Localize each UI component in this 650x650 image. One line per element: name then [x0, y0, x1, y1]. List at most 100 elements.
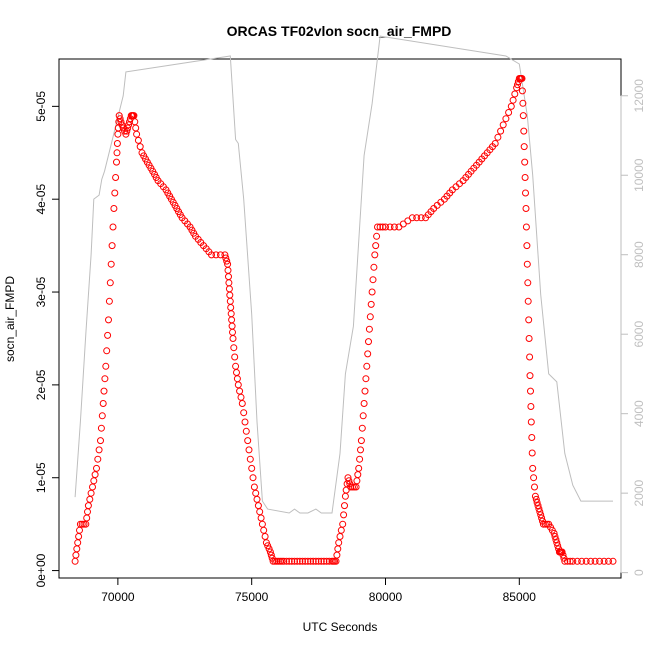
- data-point: [242, 427, 250, 435]
- data-point: [105, 316, 112, 324]
- data-point: [528, 434, 536, 441]
- data-point: [357, 446, 364, 454]
- data-point: [222, 254, 230, 262]
- data-point: [345, 477, 353, 485]
- y-axis-left: 0e+00 1e-05 2e-05 3e-05 4e-05 5e-05: [34, 91, 60, 587]
- data-point: [288, 557, 296, 565]
- data-point: [122, 130, 130, 138]
- data-point: [227, 310, 235, 318]
- data-point: [84, 502, 92, 510]
- data-point: [230, 344, 238, 352]
- data-point: [525, 335, 533, 342]
- data-point: [136, 143, 144, 151]
- data-point: [133, 130, 141, 138]
- data-point: [527, 418, 535, 426]
- data-point: [249, 474, 257, 482]
- data-point: [125, 121, 133, 129]
- y-tick-label: 2e-05: [34, 369, 48, 400]
- data-point: [379, 223, 387, 231]
- data-point: [75, 533, 83, 540]
- data-point: [134, 136, 142, 144]
- data-point: [296, 557, 304, 565]
- data-point: [525, 316, 533, 324]
- data-point: [91, 471, 99, 479]
- x-axis-label: UTC Seconds: [303, 620, 378, 634]
- data-point: [526, 353, 534, 361]
- chart-title: ORCAS TF02vlon socn_air_FMPD: [227, 23, 452, 39]
- data-point: [511, 90, 519, 98]
- data-point: [491, 140, 499, 147]
- data-point: [523, 242, 531, 250]
- data-point: [232, 362, 240, 370]
- data-point: [304, 557, 312, 565]
- data-point: [252, 489, 260, 497]
- data-point: [507, 102, 515, 110]
- data-point: [293, 557, 301, 565]
- data-point: [374, 223, 381, 231]
- data-point: [116, 115, 124, 123]
- data-point: [108, 242, 116, 250]
- data-point: [317, 557, 325, 565]
- data-point: [229, 335, 237, 342]
- data-point: [254, 502, 262, 510]
- data-point: [502, 115, 510, 123]
- y-tick-label: 1e-05: [34, 462, 48, 493]
- data-point: [524, 297, 532, 305]
- data-point: [520, 127, 528, 135]
- data-point: [582, 557, 590, 565]
- data-point: [238, 400, 246, 407]
- data-point: [250, 483, 258, 491]
- data-point: [518, 87, 526, 95]
- data-point: [99, 400, 107, 407]
- x-tick-label: 75000: [235, 590, 269, 604]
- data-point: [113, 149, 121, 157]
- y-axis-right: 0 2000 4000 6000 8000 10000 12000: [620, 79, 646, 576]
- y2-tick-label: 6000: [632, 321, 646, 348]
- y2-tick-label: 0: [632, 569, 646, 576]
- data-point: [355, 464, 363, 472]
- data-point: [386, 223, 394, 231]
- y-tick-label: 3e-05: [34, 276, 48, 307]
- data-point: [533, 499, 541, 506]
- data-point: [509, 96, 517, 104]
- data-point: [240, 409, 248, 417]
- plot-frame: [58, 58, 622, 579]
- data-point: [87, 489, 95, 497]
- data-point: [413, 214, 421, 222]
- data-point: [519, 99, 527, 107]
- data-point: [527, 403, 535, 410]
- data-point: [578, 557, 586, 565]
- y2-tick-label: 4000: [632, 400, 646, 427]
- data-point: [265, 545, 273, 553]
- data-point: [221, 251, 229, 259]
- data-point: [376, 223, 384, 231]
- data-point: [372, 242, 380, 250]
- data-point: [373, 232, 381, 240]
- data-point: [323, 557, 331, 565]
- data-point: [320, 557, 328, 565]
- data-point: [358, 424, 366, 432]
- secondary-series: [74, 35, 613, 514]
- data-point: [325, 557, 333, 565]
- data-point: [341, 492, 349, 500]
- data-point: [309, 557, 317, 565]
- data-point: [291, 557, 298, 565]
- data-point: [365, 325, 373, 333]
- data-point: [357, 437, 365, 445]
- data-point: [537, 511, 545, 519]
- data-point: [262, 539, 270, 547]
- data-point: [246, 455, 254, 463]
- data-point: [521, 158, 529, 166]
- data-point: [494, 133, 502, 141]
- data-point: [104, 331, 112, 339]
- data-point: [103, 347, 111, 355]
- data-point: [334, 545, 342, 553]
- data-point: [100, 387, 108, 395]
- data-point: [280, 557, 288, 565]
- data-point: [107, 260, 115, 268]
- data-point: [341, 502, 348, 510]
- data-point: [550, 529, 558, 537]
- data-point: [333, 551, 341, 559]
- data-point: [86, 495, 94, 503]
